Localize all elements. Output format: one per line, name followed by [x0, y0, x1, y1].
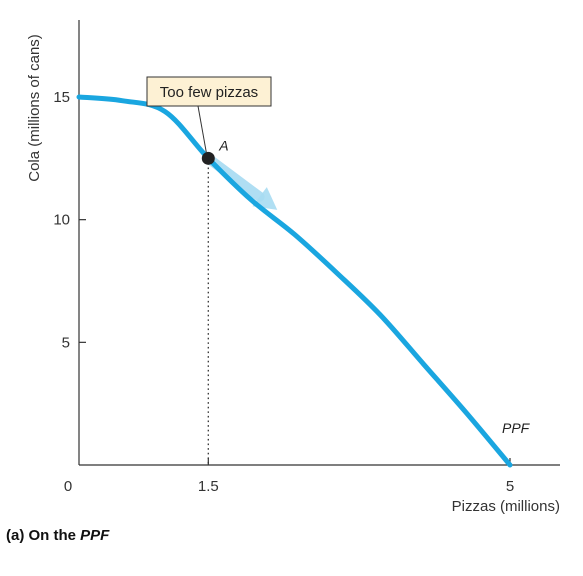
x-tick-label: 5 — [506, 478, 514, 495]
figure-caption: (a) On the PPF — [6, 527, 109, 544]
point-a-marker — [201, 151, 215, 165]
annot-layer: Too few pizzas — [146, 76, 272, 153]
y-tick-label: 5 — [62, 334, 70, 351]
x-axis-label: Pizzas (millions) — [452, 498, 560, 515]
annotation-box — [146, 76, 272, 107]
ticks: 5 10 15 0 1.5 5 — [53, 89, 514, 495]
caption-prefix: (a) On the — [6, 527, 81, 544]
axes — [78, 20, 560, 466]
ppf-series-label: PPF — [502, 420, 531, 436]
y-tick-label: 10 — [53, 212, 70, 229]
series-layer — [76, 94, 513, 468]
annotation-text: Too few pizzas — [160, 84, 258, 101]
caption-emphasis: PPF — [80, 527, 110, 544]
x-tick-label: 1.5 — [198, 478, 219, 495]
y-tick-label: 15 — [53, 89, 70, 106]
labels-layer: Pizzas (millions) Cola (millions of cans)… — [26, 34, 560, 515]
x-tick-label: 0 — [64, 478, 72, 495]
annotation-leader-line — [197, 105, 207, 153]
point-layer: A — [201, 137, 229, 465]
y-axis-label: Cola (millions of cans) — [26, 34, 43, 182]
ppf-curve — [76, 94, 513, 468]
point-a-label: A — [218, 137, 228, 153]
